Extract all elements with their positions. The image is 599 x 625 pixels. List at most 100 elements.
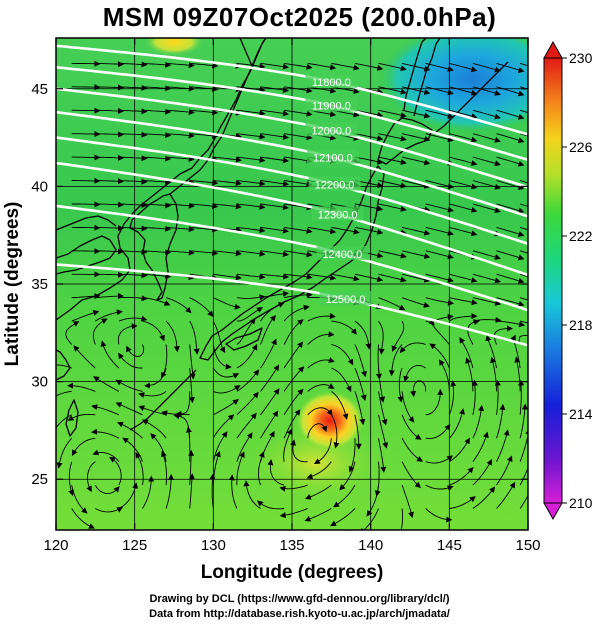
wind-streamline: [213, 297, 241, 310]
wind-streamline: [142, 179, 172, 186]
wind-streamline: [71, 248, 101, 255]
wind-streamlines: [56, 60, 528, 530]
x-axis: 120 125 130 135 140 145 150: [43, 38, 541, 554]
wind-streamline: [374, 461, 381, 497]
wind-streamline: [425, 484, 454, 492]
wind-streamline: [135, 452, 144, 486]
wind-streamline: [260, 273, 290, 280]
wind-streamline: [115, 379, 143, 392]
wind-streamline: [118, 84, 148, 91]
wind-streamline: [95, 178, 124, 185]
contour-line-12100.0: [56, 110, 528, 218]
wind-streamline: [472, 203, 501, 214]
wind-streamline: [401, 250, 431, 259]
wind-streamline: [71, 310, 100, 322]
wind-streamline: [333, 484, 356, 508]
wind-streamline: [307, 226, 337, 235]
wind-streamline: [307, 423, 328, 439]
colorbar-max-triangle: [543, 40, 563, 59]
wind-streamline: [56, 364, 72, 369]
wind-streamline: [519, 297, 528, 301]
y-tick-label-40: 40: [31, 178, 48, 195]
contour-label-bg-12300.0: [311, 206, 364, 221]
wind-streamline: [260, 430, 275, 462]
wind-streamline: [354, 344, 367, 378]
wind-streamline: [213, 273, 242, 281]
wind-streamline: [118, 482, 139, 509]
wind-streamline: [284, 62, 313, 70]
wind-streamline: [86, 461, 96, 493]
wind-streamline: [115, 402, 143, 416]
wind-streamline: [519, 250, 528, 254]
wind-streamline: [236, 391, 259, 416]
wind-streamline: [212, 320, 226, 354]
wind-streamline: [212, 450, 221, 486]
wind-streamline: [425, 423, 451, 440]
wind-streamline: [236, 250, 266, 257]
wind-streamline: [378, 62, 407, 72]
wind-streamline: [236, 62, 266, 70]
y-tick-label-45: 45: [31, 81, 48, 98]
wind-streamline: [518, 334, 528, 345]
wind-streamline: [465, 357, 474, 392]
wind-streamline: [438, 359, 450, 392]
wind-streamline: [397, 367, 404, 403]
colorbar-label-218: 218: [569, 317, 593, 333]
wind-streamline: [260, 156, 289, 164]
credit-drawing: Drawing by DCL (https://www.gfd-dennou.o…: [149, 593, 450, 605]
wind-streamline: [307, 62, 337, 71]
wind-streamline: [378, 297, 406, 311]
wind-streamline: [284, 180, 313, 187]
wind-streamline: [472, 316, 502, 323]
plot-area: 11800.0 11900.0 12000.0 12100.0 12200.0 12300…: [56, 38, 528, 530]
x-tick-label-120: 120: [43, 537, 68, 554]
wind-streamline: [236, 307, 263, 322]
wind-streamline: [448, 380, 457, 415]
wind-streamline: [290, 439, 308, 463]
wind-streamline: [410, 380, 427, 398]
wind-streamline: [138, 391, 167, 398]
wind-streamline: [402, 133, 431, 142]
contour-label-bg-11800.0: [305, 73, 358, 88]
contour-label-bg-12200.0: [308, 176, 361, 191]
wind-streamline: [236, 203, 266, 210]
wind-streamline: [283, 341, 304, 369]
wind-streamline: [378, 133, 407, 142]
coastline: [56, 38, 509, 437]
wind-streamline: [472, 431, 489, 462]
wind-streamline: [243, 480, 261, 509]
wind-streamline: [166, 249, 195, 256]
wind-streamline: [71, 131, 101, 138]
wind-streamline: [166, 155, 195, 162]
contour-label-bg-12400.0: [316, 245, 369, 260]
wind-streamline: [496, 156, 525, 167]
wind-streamline: [166, 202, 195, 209]
wind-streamline: [166, 226, 195, 233]
contour-label-11800.0: 11800.0: [312, 77, 351, 89]
wind-streamline: [142, 320, 165, 342]
wind-streamline: [519, 273, 528, 278]
wind-streamline: [188, 473, 195, 509]
wind-streamline: [425, 180, 454, 190]
wind-streamline: [425, 203, 454, 213]
wind-streamline: [331, 391, 349, 420]
wind-streamline: [449, 466, 474, 486]
wind-streamline: [93, 376, 120, 392]
wind-streamline: [236, 180, 266, 187]
y-tick-label-35: 35: [31, 276, 48, 293]
wind-streamline: [142, 419, 167, 439]
wind-streamline: [429, 343, 450, 369]
wind-streamline: [236, 412, 257, 439]
wind-streamline: [378, 273, 407, 283]
wind-streamline: [209, 473, 216, 509]
wind-streamline: [449, 496, 476, 509]
wind-streamline: [71, 508, 95, 529]
wind-streamline: [425, 109, 454, 119]
wind-streamline: [472, 133, 501, 143]
wind-streamline: [304, 508, 332, 522]
wind-streamline: [150, 433, 167, 462]
contour-label-12200.0: 12200.0: [315, 180, 355, 192]
wind-streamline: [260, 250, 289, 257]
wind-streamline: [401, 109, 431, 119]
